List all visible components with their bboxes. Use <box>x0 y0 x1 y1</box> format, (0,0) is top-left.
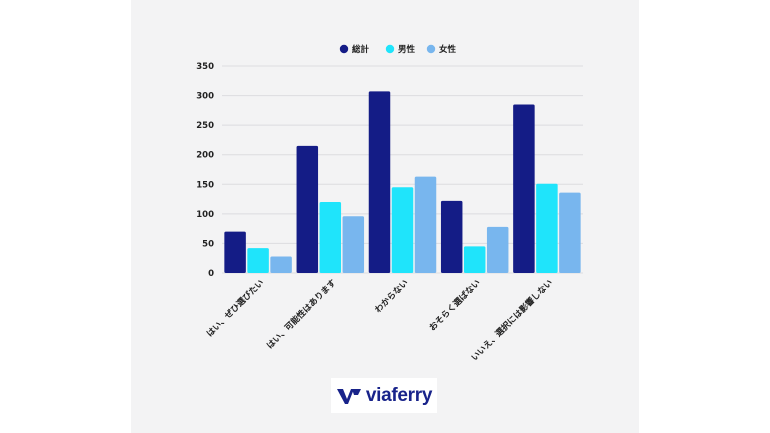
bar <box>463 246 486 273</box>
y-tick-label: 350 <box>196 62 214 72</box>
y-tick-label: 50 <box>202 239 214 249</box>
x-tick-label: はい、ぜひ選びたい <box>204 277 266 339</box>
bars <box>224 91 581 273</box>
legend-label: 女性 <box>439 44 457 55</box>
bar <box>296 145 319 273</box>
bar <box>368 91 391 273</box>
legend-swatch <box>385 44 395 54</box>
bar <box>440 200 463 273</box>
x-tick-label: いいえ、選択には影響しない <box>469 277 555 363</box>
bar <box>270 256 292 273</box>
logo-text: viaferry <box>365 384 433 406</box>
x-tick-label: わからない <box>373 278 410 315</box>
bar <box>513 104 535 273</box>
viaferry-logo-icon <box>336 388 361 404</box>
bar <box>486 226 509 273</box>
legend-label: 男性 <box>398 44 416 55</box>
bar <box>536 183 558 273</box>
bar <box>247 248 269 273</box>
x-axis: はい、ぜひ選びたい はい、可能性はあります わからない おそらく選ばないいいえ、選択に… <box>204 277 555 363</box>
y-tick-label: 150 <box>196 180 214 190</box>
bar <box>342 216 365 273</box>
viaferry-logo: viaferry <box>331 378 437 413</box>
y-tick-label: 0 <box>208 269 214 279</box>
y-tick-label: 300 <box>196 92 214 102</box>
legend-swatch <box>426 44 436 54</box>
x-tick-label: おそらく選ばない <box>427 277 483 333</box>
bar <box>414 176 437 273</box>
bar <box>391 187 414 273</box>
bar <box>319 202 342 273</box>
bar <box>224 231 246 273</box>
y-axis: 0 50 100 150 200 250 300 350 <box>196 62 214 279</box>
y-tick-label: 250 <box>196 121 214 131</box>
x-tick-label: はい、可能性はあります <box>265 277 339 351</box>
legend-swatch <box>339 44 349 54</box>
legend-label: 総計 <box>352 44 370 55</box>
bar <box>559 192 581 273</box>
y-tick-label: 100 <box>196 210 214 220</box>
legend: 総計 男性 女性 <box>339 44 457 55</box>
y-tick-label: 200 <box>196 151 214 161</box>
